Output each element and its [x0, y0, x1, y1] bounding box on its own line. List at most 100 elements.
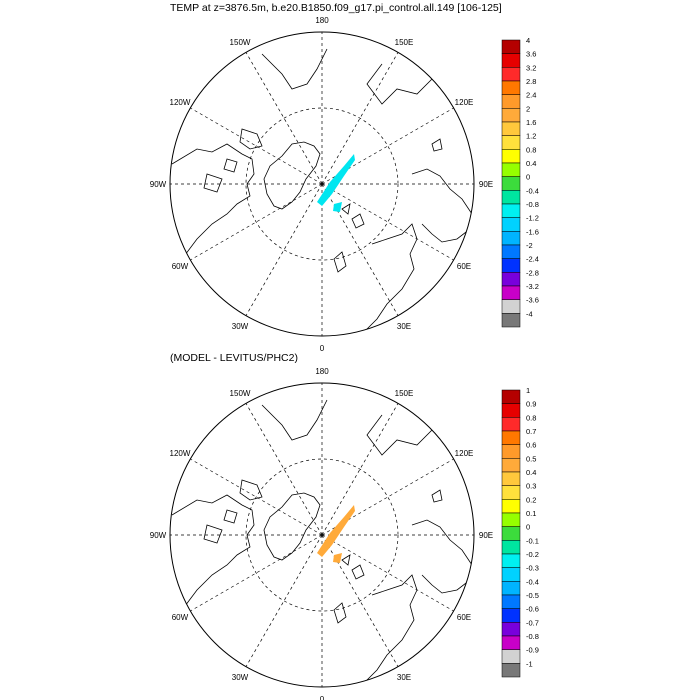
colorbar-tick-label: -0.7	[526, 618, 539, 627]
meridian-line	[245, 183, 323, 316]
colorbar-tick-label: -0.2	[526, 550, 539, 559]
plot-title: TEMP at z=3876.5m, b.e20.B1850.f09_g17.p…	[170, 2, 502, 14]
colorbar-tick-label: -0.8	[526, 632, 539, 641]
longitude-label: 120W	[170, 449, 191, 458]
colorbar-swatch	[501, 594, 521, 609]
colorbar-swatch	[501, 162, 521, 177]
colorbar-tick-label: 0.4	[526, 468, 536, 477]
coastline	[361, 223, 418, 335]
colorbar-swatch	[501, 540, 521, 555]
colorbar-tick-label: -3.6	[526, 296, 539, 305]
colorbar-tick-label: -0.5	[526, 591, 539, 600]
colorbar-tick-label: 0.6	[526, 441, 536, 450]
coastline	[223, 509, 238, 524]
anomaly-patch	[317, 505, 355, 557]
coastline	[431, 489, 443, 503]
colorbar-swatch	[501, 135, 521, 150]
colorbar-swatch	[501, 649, 521, 664]
colorbar-tick-label: -1.2	[526, 214, 539, 223]
longitude-label: 150E	[395, 38, 414, 47]
coastline	[239, 479, 263, 501]
longitude-label: 150W	[230, 38, 251, 47]
colorbar-swatch	[501, 622, 521, 637]
coastline	[351, 564, 365, 580]
coastline	[261, 399, 328, 441]
anomaly-patch	[333, 553, 342, 563]
colorbar-tick-label: -3.2	[526, 282, 539, 291]
longitude-label: 30W	[232, 673, 249, 682]
colorbar-tick-label: 2.8	[526, 77, 536, 86]
colorbar-tick-label: 0	[526, 173, 530, 182]
colorbar-swatch	[501, 485, 521, 500]
colorbar-swatch	[501, 553, 521, 568]
coastline	[223, 158, 238, 173]
coastline	[261, 48, 328, 90]
colorbar-tick-label: 1.6	[526, 118, 536, 127]
colorbar-swatch	[501, 417, 521, 432]
colorbar-swatch	[501, 663, 521, 678]
longitude-label: 60E	[457, 262, 471, 271]
longitude-label: 60W	[172, 613, 189, 622]
coastline	[203, 173, 223, 193]
colorbar-tick-label: -2	[526, 241, 533, 250]
colorbar-tick-label: 2	[526, 104, 530, 113]
coastline	[333, 251, 347, 273]
coastline	[171, 494, 255, 626]
colorbar-tick-label: 0	[526, 523, 530, 532]
longitude-label: 60W	[172, 262, 189, 271]
colorbar-tick-label: -0.1	[526, 536, 539, 545]
colorbar-tick-label: -0.3	[526, 564, 539, 573]
colorbar-swatch	[501, 190, 521, 205]
colorbar-tick-label: -0.6	[526, 605, 539, 614]
colorbar-swatch	[501, 471, 521, 486]
temperature-map-panel: 180 150E 120E 90E 60E 30E 0 30W 60W 90W 120W 150W	[150, 16, 493, 353]
colorbar-swatch	[501, 499, 521, 514]
colorbar-swatch	[501, 512, 521, 527]
colorbar-swatch	[501, 258, 521, 273]
longitude-label: 30E	[397, 673, 411, 682]
meridian-line	[321, 534, 454, 612]
longitude-label: 180	[315, 367, 329, 376]
colorbar-swatch	[501, 526, 521, 541]
coastline	[361, 574, 418, 686]
coastline	[431, 138, 443, 152]
longitude-label: 120E	[455, 98, 474, 107]
field-shading	[317, 505, 355, 563]
colorbar-swatch	[501, 53, 521, 68]
meridian-line	[245, 52, 323, 185]
meridian-line	[321, 403, 399, 536]
longitude-label: 0	[320, 344, 325, 353]
meridian-line	[190, 458, 323, 536]
longitude-label: 150W	[230, 389, 251, 398]
colorbar-tick-label: 0.8	[526, 145, 536, 154]
colorbar-swatch	[501, 121, 521, 136]
coastline	[351, 213, 365, 229]
anomaly-patch	[317, 154, 355, 206]
colorbar-tick-label: 0.3	[526, 482, 536, 491]
coastlines	[171, 399, 473, 686]
colorbar-tick-label: -0.8	[526, 200, 539, 209]
colorbar-tick-label: 0.4	[526, 159, 536, 168]
longitude-label: 120E	[455, 449, 474, 458]
colorbar-swatch	[501, 299, 521, 314]
difference-map-panel: 180 150E 120E 90E 60E 30E 0 30W 60W 90W 120W 150W	[150, 367, 493, 700]
colorbar-swatch	[501, 217, 521, 232]
colorbar-swatch	[501, 39, 521, 54]
longitude-label: 30E	[397, 322, 411, 331]
colorbar-tick-label: -2.4	[526, 255, 539, 264]
colorbar-swatch	[501, 108, 521, 123]
coastline	[203, 524, 223, 544]
meridian-line	[190, 534, 323, 612]
colorbar-tick-label: -0.4	[526, 577, 539, 586]
meridian-line	[190, 183, 323, 261]
colorbar-swatch	[501, 149, 521, 164]
longitude-label: 120W	[170, 98, 191, 107]
longitude-label: 60E	[457, 613, 471, 622]
colorbar-tick-label: -1.6	[526, 227, 539, 236]
parallel-line	[245, 458, 399, 612]
colorbar-swatch	[501, 608, 521, 623]
coastline	[341, 203, 351, 215]
coastline	[333, 602, 347, 624]
colorbar-swatch	[501, 67, 521, 82]
colorbar-swatch	[501, 203, 521, 218]
